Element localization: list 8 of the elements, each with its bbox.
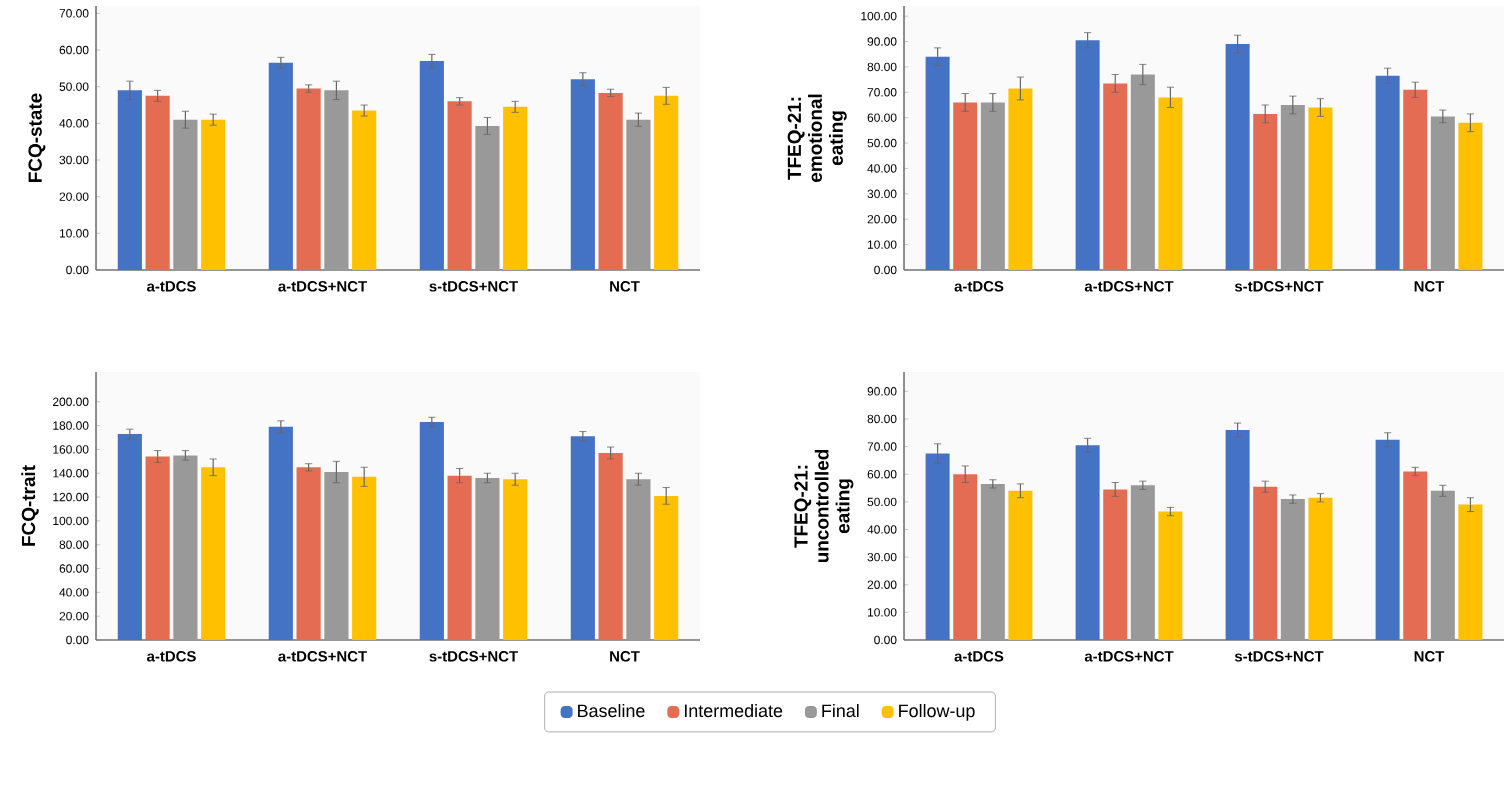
legend-label: Follow-up [899,703,975,721]
y-axis-title: TFEQ-21: emotional eating [787,94,847,182]
legend-label: Final [822,703,859,718]
y-axis-title: FCQ-state [28,93,46,182]
y-axis-title: TFEQ-21: uncontrolled eating [794,449,854,563]
legend-label: Baseline [578,703,645,718]
y-axis-title: FCQ-trait [21,465,39,546]
legend-label: Intermediate [684,703,783,718]
